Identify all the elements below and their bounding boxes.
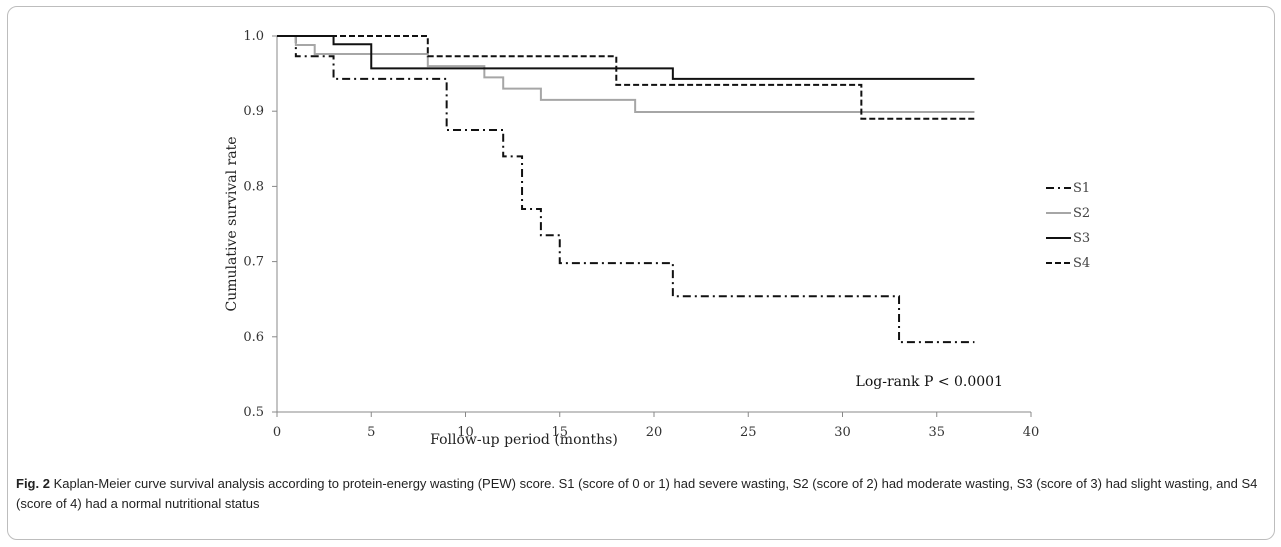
y-tick-label: 0.6 <box>243 330 264 345</box>
x-tick-label: 40 <box>1023 425 1040 440</box>
caption-label: Fig. 2 <box>16 476 50 491</box>
figure-frame <box>7 6 1275 540</box>
x-axis-title: Follow-up period (months) <box>430 432 618 448</box>
y-tick-label: 0.7 <box>243 255 264 270</box>
x-tick-label: 25 <box>740 425 757 440</box>
x-tick-label: 10 <box>457 425 474 440</box>
legend-label-s4: S4 <box>1073 256 1090 271</box>
y-tick-label: 1.0 <box>243 29 264 44</box>
legend: S1 S2 S3 S4 <box>1046 181 1090 271</box>
legend-label-s2: S2 <box>1073 206 1090 221</box>
survival-curves <box>277 35 975 344</box>
legend-label-s3: S3 <box>1073 231 1090 246</box>
survival-curve-s1 <box>277 35 975 344</box>
kaplan-meier-chart: 0 5 10 15 20 25 30 35 40 0.5 0.6 0.7 0.8 0.9 1.0 S1 S2… <box>224 29 1090 448</box>
x-tick-label: 15 <box>551 425 568 440</box>
x-tick-label: 30 <box>834 425 851 440</box>
survival-curve-s4 <box>277 35 975 120</box>
legend-label-s1: S1 <box>1073 181 1090 196</box>
y-tick-label: 0.5 <box>243 405 264 420</box>
survival-curve-s2 <box>277 35 975 113</box>
y-axis-title: Cumulative survival rate <box>224 136 240 311</box>
x-axis-ticks: 0 5 10 15 20 25 30 35 40 <box>273 412 1039 440</box>
figure-caption: Fig. 2 Kaplan-Meier curve survival analy… <box>16 474 1266 514</box>
y-tick-label: 0.9 <box>243 104 264 119</box>
x-tick-label: 5 <box>367 425 375 440</box>
y-tick-label: 0.8 <box>243 179 264 194</box>
x-tick-label: 20 <box>646 425 663 440</box>
x-tick-label: 35 <box>928 425 945 440</box>
log-rank-annotation: Log-rank P < 0.0001 <box>856 374 1003 390</box>
y-axis-ticks: 0.5 0.6 0.7 0.8 0.9 1.0 <box>243 29 277 420</box>
survival-curve-s3 <box>277 35 975 80</box>
caption-text: Kaplan-Meier curve survival analysis acc… <box>16 476 1258 511</box>
x-tick-label: 0 <box>273 425 281 440</box>
